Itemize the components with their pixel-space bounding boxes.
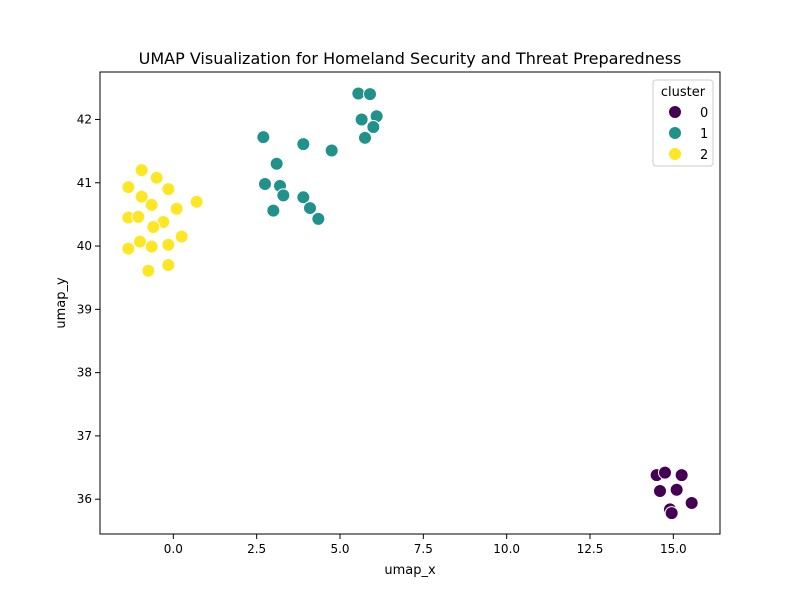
plot-frame: [99, 71, 721, 535]
data-point-cluster-1: [363, 87, 377, 102]
y-tick-label: 42: [77, 112, 92, 126]
data-point-cluster-1: [256, 130, 271, 145]
data-point-cluster-2: [161, 237, 176, 252]
data-point-cluster-2: [146, 220, 161, 235]
y-tick-label: 40: [77, 239, 92, 253]
data-point-cluster-1: [354, 112, 369, 127]
data-point-cluster-2: [134, 189, 149, 204]
data-point-cluster-2: [149, 170, 164, 185]
data-point-cluster-0: [684, 495, 699, 510]
legend: cluster 0 1 2: [652, 79, 714, 167]
data-point-cluster-2: [144, 197, 159, 212]
legend-title: cluster: [661, 85, 706, 100]
legend-label: 2: [700, 148, 708, 163]
y-tick-label: 38: [77, 366, 92, 380]
x-tick-label: 0.0: [164, 542, 183, 556]
data-point-cluster-1: [303, 201, 317, 216]
data-point-cluster-2: [133, 234, 147, 249]
data-point-cluster-0: [674, 468, 689, 483]
x-tick-label: 15.0: [660, 542, 687, 556]
x-axis-ticks: 0.0 2.5 5.0 7.5 10.0 12.5 15.0: [164, 534, 687, 556]
legend-marker-2: [668, 147, 682, 161]
x-tick-label: 5.0: [330, 542, 349, 556]
data-point-cluster-1: [324, 143, 339, 158]
chart-title: UMAP Visualization for Homeland Security…: [139, 49, 682, 68]
data-point-cluster-2: [189, 194, 204, 209]
x-tick-label: 7.5: [414, 542, 433, 556]
x-axis-label: umap_x: [384, 563, 436, 578]
y-tick-label: 36: [77, 492, 92, 506]
legend-box: [652, 79, 714, 167]
legend-marker-1: [668, 126, 682, 140]
data-point-cluster-2: [141, 263, 156, 278]
legend-label: 1: [700, 127, 708, 142]
data-point-cluster-2: [161, 258, 176, 273]
data-point-cluster-0: [664, 506, 679, 521]
data-point-cluster-2: [161, 182, 176, 197]
data-point-cluster-2: [121, 180, 136, 195]
data-point-cluster-1: [296, 137, 311, 152]
data-point-cluster-2: [121, 241, 136, 256]
legend-label: 0: [700, 106, 708, 121]
data-point-cluster-2: [174, 229, 189, 244]
data-point-cluster-1: [266, 203, 281, 218]
legend-items: 0 1 2: [668, 105, 708, 163]
data-point-cluster-2: [134, 163, 149, 178]
y-tick-label: 37: [77, 429, 92, 443]
x-tick-label: 12.5: [577, 542, 604, 556]
data-point-cluster-1: [358, 130, 372, 145]
y-axis-label: umap_y: [54, 277, 69, 329]
data-point-cluster-2: [131, 209, 146, 224]
x-tick-label: 2.5: [247, 542, 266, 556]
y-tick-label: 41: [77, 176, 92, 190]
x-tick-label: 10.0: [493, 542, 520, 556]
data-point-cluster-1: [258, 177, 272, 192]
data-point-cluster-0: [669, 482, 684, 497]
data-point-cluster-1: [296, 190, 311, 205]
data-point-cluster-1: [366, 120, 381, 135]
data-point-cluster-1: [351, 86, 366, 101]
legend-marker-0: [668, 105, 682, 119]
data-point-cluster-0: [658, 465, 672, 480]
points-layer: [121, 86, 699, 521]
data-point-cluster-1: [269, 156, 284, 171]
y-axis-ticks: 36 37 38 39 40 41 42: [77, 112, 100, 506]
data-point-cluster-0: [653, 483, 667, 498]
data-point-cluster-1: [276, 188, 291, 203]
data-point-cluster-2: [169, 201, 184, 216]
y-tick-label: 39: [77, 302, 92, 316]
data-point-cluster-2: [144, 239, 159, 254]
data-point-cluster-1: [311, 211, 326, 226]
